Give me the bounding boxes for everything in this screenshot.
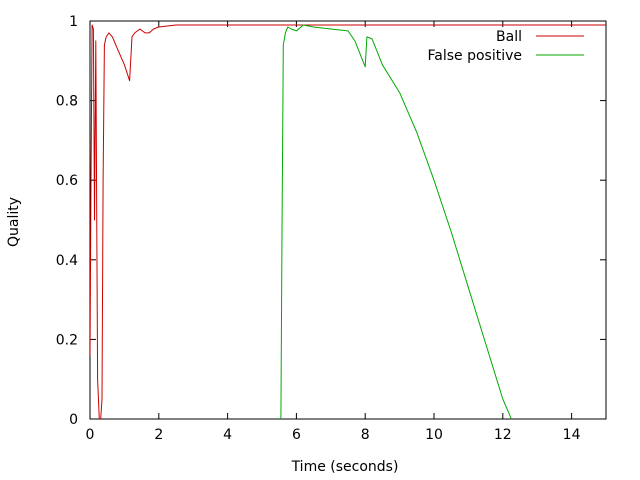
y-tick-label: 0.4 xyxy=(56,253,78,269)
y-axis-label: Quality xyxy=(6,197,22,247)
legend: Ball False positive xyxy=(427,29,584,64)
x-tick-label: 10 xyxy=(425,427,443,443)
y-tick-label: 1 xyxy=(69,14,78,30)
y-tick-label: 0.2 xyxy=(56,332,78,348)
legend-label-1: False positive xyxy=(427,48,522,64)
x-tick-label: 0 xyxy=(86,427,95,443)
x-tick-label: 2 xyxy=(154,427,163,443)
y-tick-label: 0.8 xyxy=(56,94,78,110)
x-axis-label: Time (seconds) xyxy=(291,459,399,475)
series-line-1 xyxy=(280,24,512,419)
x-tick-label: 4 xyxy=(223,427,232,443)
series-layer xyxy=(90,24,606,419)
x-tick-label: 12 xyxy=(494,427,512,443)
legend-label-0: Ball xyxy=(496,29,522,45)
y-tick-label: 0.6 xyxy=(56,173,78,189)
y-tick-label: 0 xyxy=(69,412,78,428)
x-tick-label: 14 xyxy=(563,427,581,443)
x-tick-label: 6 xyxy=(292,427,301,443)
series-line-0 xyxy=(90,24,606,419)
x-tick-label: 8 xyxy=(361,427,370,443)
axes: 0 2 4 6 8 10 12 14 0 0.2 0.4 0.6 0.8 1 xyxy=(56,14,607,443)
plot-frame xyxy=(89,20,607,420)
